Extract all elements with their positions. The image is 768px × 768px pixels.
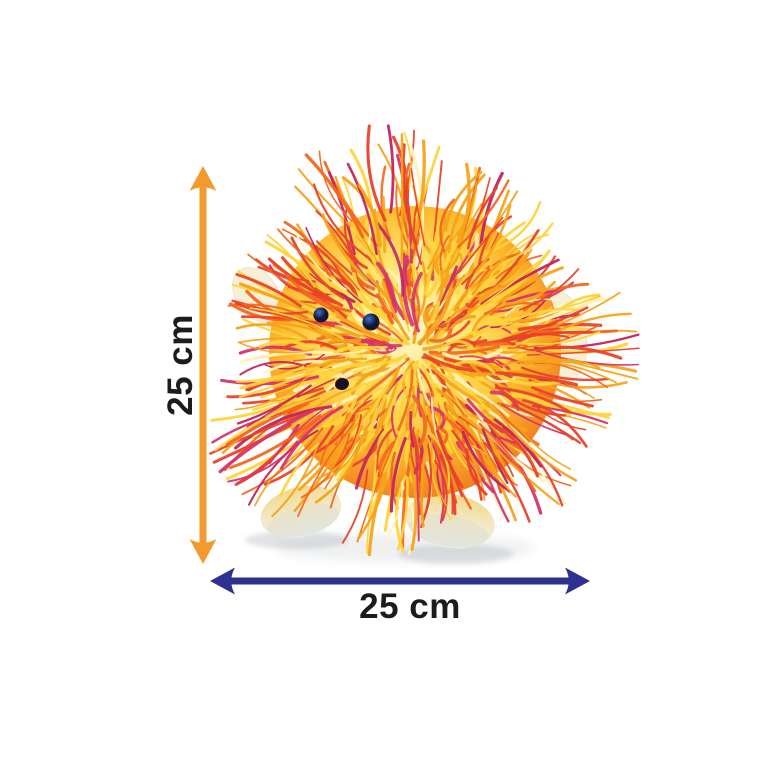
- width-arrow: [210, 567, 590, 595]
- toy-fur: [209, 124, 640, 557]
- width-arrow-head-right: [565, 567, 590, 595]
- width-dimension-label: 25 cm: [359, 587, 461, 626]
- height-arrow-head-top: [189, 166, 217, 191]
- height-dimension-label: 25 cm: [161, 314, 200, 416]
- height-arrow-head-bottom: [189, 539, 217, 564]
- width-arrow-head-left: [210, 567, 235, 595]
- height-arrow: [189, 166, 217, 564]
- toy-eye-left: [313, 307, 329, 323]
- toy-eye-right: [362, 313, 380, 331]
- toy-face: [313, 307, 380, 391]
- toy-nose: [335, 377, 349, 391]
